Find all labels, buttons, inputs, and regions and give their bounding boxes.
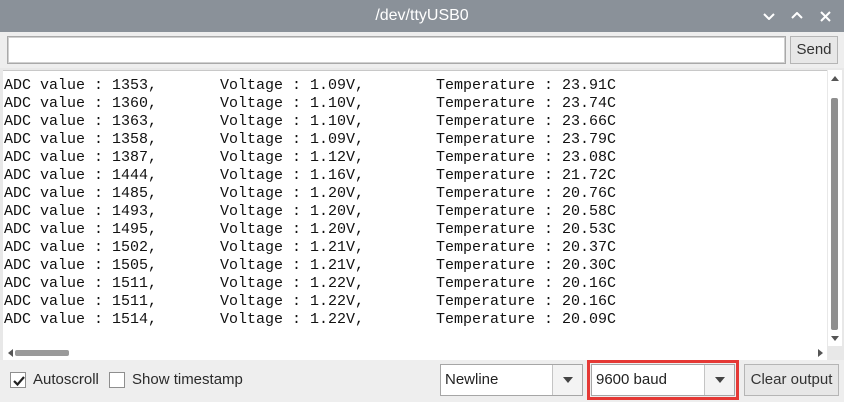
scrolled-line-fragment xyxy=(3,70,827,71)
vertical-scroll-thumb[interactable] xyxy=(831,98,838,330)
scroll-right-icon[interactable] xyxy=(813,346,827,360)
minimize-icon[interactable] xyxy=(760,7,778,25)
temperature-text: Temperature : 20.37C xyxy=(436,239,617,256)
checkmark-icon xyxy=(13,376,25,387)
output-line: ADC value : 1485, Voltage : 1.20V, Tempera… xyxy=(3,185,827,203)
output-line: ADC value : 1358, Voltage : 1.09V, Tempera… xyxy=(3,131,827,149)
horizontal-scroll-thumb[interactable] xyxy=(15,350,69,356)
adc-value-text: ADC value : 1511, xyxy=(4,293,158,310)
maximize-icon[interactable] xyxy=(788,7,806,25)
horizontal-scrollbar[interactable] xyxy=(3,346,827,360)
output-line: ADC value : 1493, Voltage : 1.20V, Tempera… xyxy=(3,203,827,221)
line-ending-select[interactable]: Newline xyxy=(440,364,583,396)
adc-value-text: ADC value : 1493, xyxy=(4,203,158,220)
chevron-down-icon xyxy=(552,365,582,395)
temperature-text: Temperature : 23.79C xyxy=(436,131,617,148)
output-line: ADC value : 1511, Voltage : 1.22V, Tempera… xyxy=(3,293,827,311)
temperature-text: Temperature : 23.08C xyxy=(436,149,617,166)
output-line: ADC value : 1353, Voltage : 1.09V, Tempera… xyxy=(3,77,827,95)
temperature-text: Temperature : 23.66C xyxy=(436,113,617,130)
output-line: ADC value : 1502, Voltage : 1.21V, Tempera… xyxy=(3,239,827,257)
voltage-text: Voltage : 1.09V, xyxy=(220,131,365,148)
window-title: /dev/ttyUSB0 xyxy=(375,7,469,24)
adc-value-text: ADC value : 1495, xyxy=(4,221,158,238)
voltage-text: Voltage : 1.20V, xyxy=(220,221,365,238)
output-line: ADC value : 1511, Voltage : 1.22V, Tempera… xyxy=(3,275,827,293)
adc-value-text: ADC value : 1358, xyxy=(4,131,158,148)
window-controls xyxy=(760,0,834,32)
voltage-text: Voltage : 1.12V, xyxy=(220,149,365,166)
chevron-down-icon xyxy=(704,365,734,395)
send-bar: Send xyxy=(0,32,844,68)
voltage-text: Voltage : 1.09V, xyxy=(220,77,365,94)
temperature-text: Temperature : 20.58C xyxy=(436,203,617,220)
temperature-text: Temperature : 23.91C xyxy=(436,77,617,94)
voltage-text: Voltage : 1.21V, xyxy=(220,239,365,256)
send-button[interactable]: Send xyxy=(790,36,838,64)
temperature-text: Temperature : 21.72C xyxy=(436,167,617,184)
output-line: ADC value : 1363, Voltage : 1.10V, Tempera… xyxy=(3,113,827,131)
adc-value-text: ADC value : 1353, xyxy=(4,77,158,94)
voltage-text: Voltage : 1.20V, xyxy=(220,203,365,220)
adc-value-text: ADC value : 1485, xyxy=(4,185,158,202)
adc-value-text: ADC value : 1511, xyxy=(4,275,158,292)
vertical-scrollbar[interactable] xyxy=(828,70,842,346)
voltage-text: Voltage : 1.21V, xyxy=(220,257,365,274)
bottom-bar: Autoscroll Show timestamp Newline 9600 b… xyxy=(0,360,844,402)
show-timestamp-label: Show timestamp xyxy=(132,371,243,388)
serial-input[interactable] xyxy=(7,36,786,64)
adc-value-text: ADC value : 1363, xyxy=(4,113,158,130)
output-line: ADC value : 1360, Voltage : 1.10V, Tempera… xyxy=(3,95,827,113)
temperature-text: Temperature : 20.76C xyxy=(436,185,617,202)
voltage-text: Voltage : 1.10V, xyxy=(220,113,365,130)
output-line: ADC value : 1505, Voltage : 1.21V, Tempera… xyxy=(3,257,827,275)
adc-value-text: ADC value : 1502, xyxy=(4,239,158,256)
output-line: ADC value : 1495, Voltage : 1.20V, Tempera… xyxy=(3,221,827,239)
voltage-text: Voltage : 1.22V, xyxy=(220,275,365,292)
adc-value-text: ADC value : 1444, xyxy=(4,167,158,184)
baud-rate-value: 9600 baud xyxy=(596,371,667,388)
close-icon[interactable] xyxy=(816,7,834,25)
title-bar: /dev/ttyUSB0 xyxy=(0,0,844,32)
adc-value-text: ADC value : 1514, xyxy=(4,311,158,328)
temperature-text: Temperature : 20.53C xyxy=(436,221,617,238)
temperature-text: Temperature : 20.09C xyxy=(436,311,617,328)
adc-value-text: ADC value : 1360, xyxy=(4,95,158,112)
output-line: ADC value : 1387, Voltage : 1.12V, Tempera… xyxy=(3,149,827,167)
temperature-text: Temperature : 20.16C xyxy=(436,293,617,310)
temperature-text: Temperature : 20.30C xyxy=(436,257,617,274)
clear-output-button[interactable]: Clear output xyxy=(744,364,839,396)
autoscroll-label: Autoscroll xyxy=(33,371,99,388)
show-timestamp-checkbox[interactable] xyxy=(109,372,125,388)
voltage-text: Voltage : 1.22V, xyxy=(220,311,365,328)
output-line: ADC value : 1514, Voltage : 1.22V, Tempera… xyxy=(3,311,827,329)
voltage-text: Voltage : 1.20V, xyxy=(220,185,365,202)
serial-output[interactable]: ADC value : 1353, Voltage : 1.09V, Tempera… xyxy=(3,70,827,346)
adc-value-text: ADC value : 1387, xyxy=(4,149,158,166)
scroll-down-icon[interactable] xyxy=(828,330,842,346)
temperature-text: Temperature : 23.74C xyxy=(436,95,617,112)
voltage-text: Voltage : 1.16V, xyxy=(220,167,365,184)
line-ending-value: Newline xyxy=(445,371,499,388)
scroll-up-icon[interactable] xyxy=(828,70,842,86)
output-line: ADC value : 1444, Voltage : 1.16V, Tempera… xyxy=(3,167,827,185)
voltage-text: Voltage : 1.10V, xyxy=(220,95,365,112)
temperature-text: Temperature : 20.16C xyxy=(436,275,617,292)
scroll-left-icon[interactable] xyxy=(3,346,17,360)
autoscroll-checkbox[interactable] xyxy=(10,372,26,388)
voltage-text: Voltage : 1.22V, xyxy=(220,293,365,310)
adc-value-text: ADC value : 1505, xyxy=(4,257,158,274)
baud-rate-select[interactable]: 9600 baud xyxy=(587,360,739,400)
